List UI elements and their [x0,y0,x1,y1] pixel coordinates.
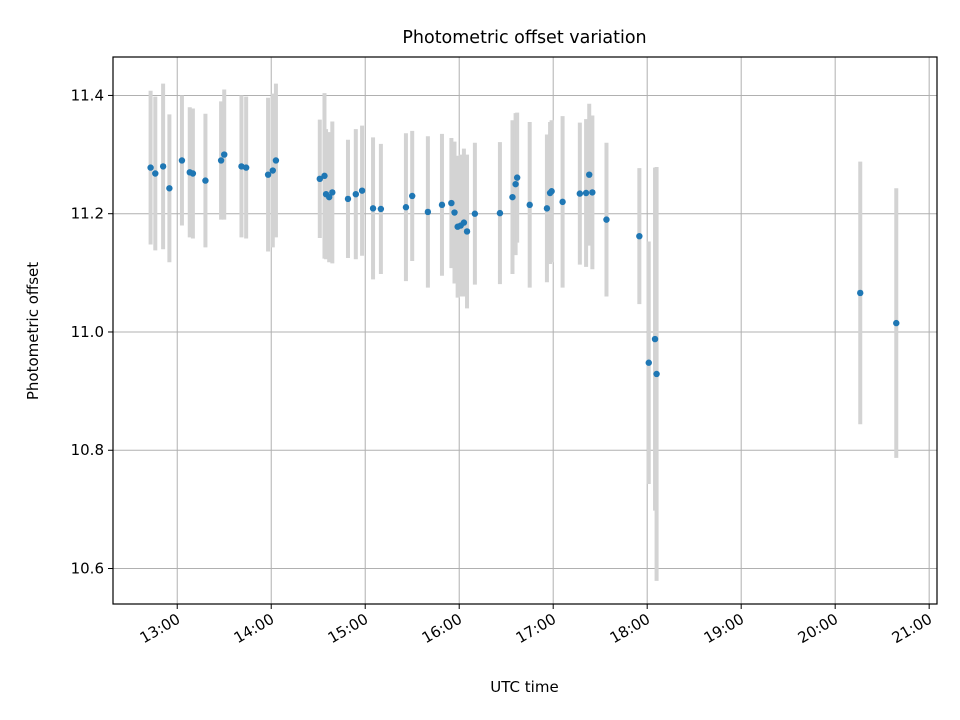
data-point [586,171,593,178]
data-point [352,190,360,198]
x-tick-label: 15:00 [325,610,371,647]
data-point [513,174,521,181]
data-point [589,189,596,196]
x-axis-label: UTC time [490,678,558,696]
data-point [329,189,336,196]
data-point [512,180,519,188]
x-tick-label: 16:00 [419,610,465,647]
y-tick-label: 11.2 [71,205,104,223]
grid-lines [113,57,937,604]
data-point [221,151,228,158]
data-point [636,232,643,240]
data-point [448,199,455,207]
data-point [559,198,566,206]
x-axis-ticks: 13:00 14:00 15:00 16:00 17:00 18:00 19:00 20:00… [137,604,935,647]
data-points [147,151,900,378]
data-point [242,164,250,171]
data-point [178,157,186,164]
data-point [202,177,209,184]
data-point [325,193,333,201]
y-axis-ticks: 10.6 10.8 11.0 11.2 11.4 [71,86,113,578]
data-point [893,319,900,327]
y-tick-label: 10.6 [71,560,104,578]
data-point [147,164,154,171]
data-point [653,370,660,378]
chart-title: Photometric offset variation [402,28,646,48]
data-point [409,192,416,200]
data-point [603,216,610,223]
data-point [548,188,555,195]
data-point [526,201,533,209]
x-tick-label: 21:00 [889,610,935,647]
data-point [316,175,323,183]
data-point [576,190,584,197]
data-point [651,335,659,343]
data-point [496,209,504,217]
data-point [272,157,280,164]
data-point [369,205,377,212]
x-tick-label: 14:00 [231,610,277,647]
data-point [451,209,458,216]
y-tick-label: 11.4 [71,86,104,104]
x-tick-label: 17:00 [513,610,559,647]
plot-frame [112,56,938,605]
data-point [438,201,446,209]
x-tick-label: 13:00 [137,610,183,647]
data-point [321,172,328,180]
data-point [463,228,471,235]
x-tick-label: 20:00 [795,610,841,647]
data-point [645,359,652,366]
data-point [471,210,479,217]
x-tick-label: 18:00 [607,610,653,647]
data-point [424,208,432,216]
data-point [460,219,468,226]
data-point [217,157,225,164]
data-point [264,171,272,178]
data-point [543,205,551,212]
data-point [166,185,173,192]
data-point [377,205,385,213]
data-point [189,170,197,177]
x-tick-label: 19:00 [701,610,747,647]
data-point [159,163,167,170]
y-axis-label: Photometric offset [24,262,42,400]
data-point [358,187,366,194]
data-point [509,193,516,201]
data-point [582,189,590,197]
data-point [152,170,159,177]
data-point [344,195,352,203]
y-tick-label: 10.8 [71,441,104,459]
y-tick-label: 11.0 [71,323,104,341]
data-point [269,167,276,174]
data-point [857,289,864,297]
data-point [402,204,410,211]
